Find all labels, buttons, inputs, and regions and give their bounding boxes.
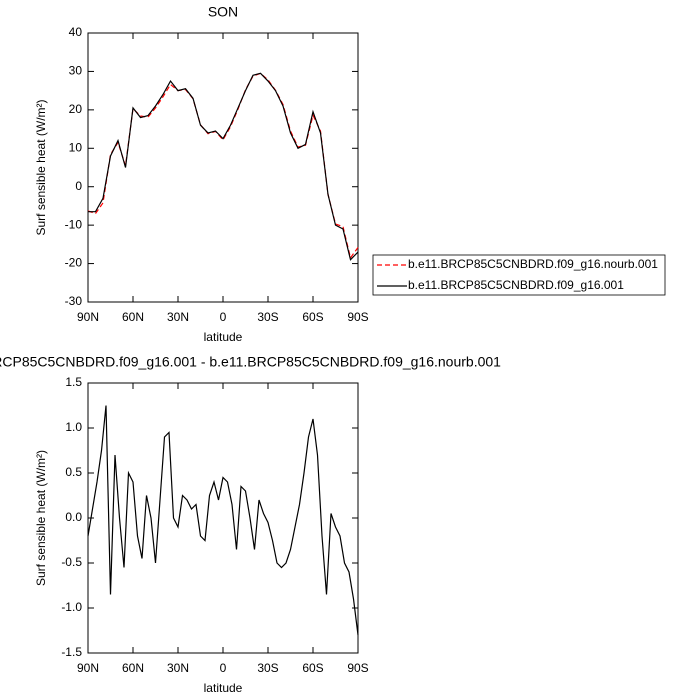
y-tick-label: 0 <box>75 179 82 193</box>
x-tick-label: 30S <box>257 310 278 324</box>
x-tick-label: 30N <box>167 310 189 324</box>
y-axis-label: Surf sensible heat (W/m²) <box>34 99 48 235</box>
y-tick-label: -20 <box>65 256 83 270</box>
y-tick-label: -30 <box>65 294 83 308</box>
data-line <box>88 72 359 261</box>
y-tick-label: 0.5 <box>65 465 82 479</box>
y-tick-label: -1.0 <box>61 600 82 614</box>
x-tick-label: 90S <box>347 310 368 324</box>
x-tick-label: 0 <box>220 310 227 324</box>
y-tick-label: 40 <box>69 25 83 39</box>
data-line <box>87 405 359 636</box>
x-tick-label: 90N <box>77 661 99 675</box>
plot-frame <box>87 32 359 303</box>
y-tick-label: 30 <box>69 64 83 78</box>
x-tick-label: 60N <box>122 661 144 675</box>
y-tick-label: 0.0 <box>65 510 82 524</box>
data-line <box>87 72 359 260</box>
legend-label: b.e11.BRCP85C5CNBDRD.f09_g16.001 <box>408 278 624 292</box>
y-tick-label: 20 <box>69 102 83 116</box>
x-tick-label: 30S <box>257 661 278 675</box>
x-tick-label: 90N <box>77 310 99 324</box>
x-tick-label: 60S <box>302 661 323 675</box>
y-tick-label: -0.5 <box>61 555 82 569</box>
x-tick-label: 60N <box>122 310 144 324</box>
plot-frame <box>87 382 359 654</box>
y-tick-label: 1.5 <box>65 375 82 389</box>
chart-title: SON <box>208 4 238 20</box>
x-axis-label: latitude <box>204 681 243 695</box>
y-tick-label: -1.5 <box>61 645 82 659</box>
x-tick-label: 60S <box>302 310 323 324</box>
x-tick-label: 30N <box>167 661 189 675</box>
x-tick-label: 0 <box>220 661 227 675</box>
chart-title: b.e11.BRCP85C5CNBDRD.f09_g16.001 - b.e11… <box>0 354 501 370</box>
legend-label: b.e11.BRCP85C5CNBDRD.f09_g16.nourb.001 <box>408 257 658 271</box>
x-axis-label: latitude <box>204 330 243 344</box>
y-tick-label: 10 <box>69 140 83 154</box>
x-tick-label: 90S <box>347 661 368 675</box>
legend-box <box>372 254 666 296</box>
y-axis-label: Surf sensible heat (W/m²) <box>34 450 48 586</box>
y-tick-label: -10 <box>65 217 83 231</box>
y-tick-label: 1.0 <box>65 420 82 434</box>
